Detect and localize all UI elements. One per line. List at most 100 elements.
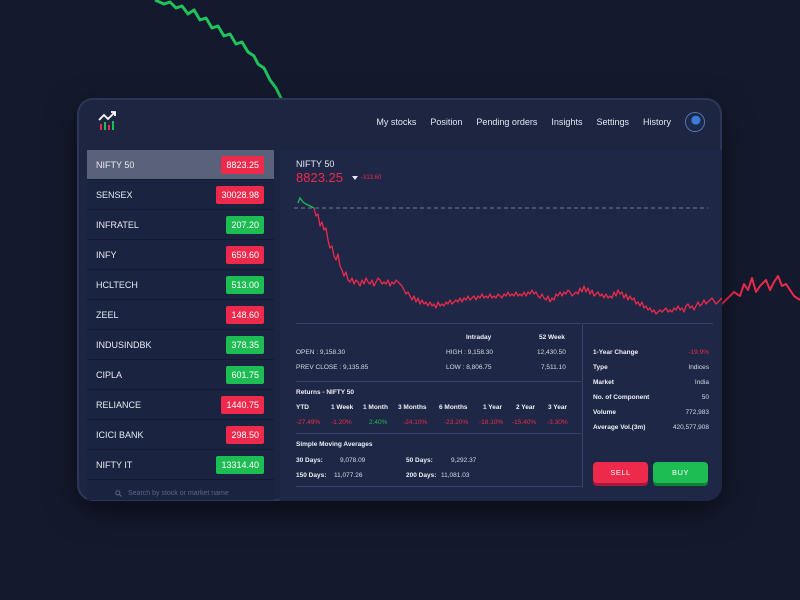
watchlist-item-price: 148.60 [226, 305, 264, 324]
returns-value: -1.20% [331, 419, 352, 426]
info-row: Volume 772,983 [593, 409, 709, 416]
info-key: 1-Year Change [593, 349, 639, 356]
user-avatar-icon[interactable] [686, 113, 704, 131]
price-chart[interactable] [280, 188, 722, 323]
low-value: LOW : 8,806.75 [446, 364, 492, 371]
watchlist-item-price: 1440.75 [221, 395, 264, 414]
buy-button[interactable]: BUY [653, 462, 708, 483]
price-change-value: -313.60 [361, 175, 382, 181]
week52-high-value: 12,430.50 [537, 349, 566, 356]
watchlist-item-infy[interactable]: INFY 659.60 [87, 240, 274, 270]
background-red-line [721, 275, 800, 305]
col-intraday-header: Intraday [466, 334, 492, 341]
watchlist-item-nifty-it[interactable]: NIFTY IT 13314.40 [87, 450, 274, 480]
col-52week-header: 52 Week [539, 334, 565, 341]
background-green-line [154, 0, 284, 101]
watchlist-item-indusindbk[interactable]: INDUSINDBK 378.35 [87, 330, 274, 360]
returns-period: 1 Year [483, 404, 503, 411]
sma-value: 9,078.09 [340, 457, 366, 464]
watchlist-item-infratel[interactable]: INFRATEL 207.20 [87, 210, 274, 240]
watchlist-item-sensex[interactable]: SENSEX 30028.98 [87, 180, 274, 210]
returns-value: -23.20% [444, 419, 469, 426]
instrument-price: 8823.25 [296, 170, 343, 185]
watchlist-item-name: INFRATEL [96, 219, 139, 230]
sma-title: Simple Moving Averages [296, 441, 373, 448]
returns-period: 3 Year [548, 404, 568, 411]
returns-period: 6 Months [439, 404, 468, 411]
week52-low-value: 7,511.10 [541, 364, 566, 371]
watchlist-item-name: INDUSINDBK [96, 339, 152, 350]
caret-down-icon [352, 176, 358, 180]
search-input[interactable]: Search by stock or market name [87, 480, 274, 501]
price-line-up [297, 196, 315, 209]
sma-label: 200 Days: [406, 472, 437, 479]
search-placeholder: Search by stock or market name [128, 489, 229, 497]
watchlist-item-name: NIFTY 50 [96, 159, 135, 170]
watchlist-item-price: 8823.25 [221, 155, 264, 174]
high-value: HIGH : 9,158.30 [446, 349, 493, 356]
info-panel: 1-Year Change -19.9% Type Indices Market In… [582, 323, 713, 488]
divider [296, 323, 581, 324]
info-value: 772,983 [685, 409, 710, 416]
watchlist-item-name: ZEEL [96, 309, 119, 320]
info-value: Indices [688, 364, 709, 371]
watchlist-item-reliance[interactable]: RELIANCE 1440.75 [87, 390, 274, 420]
info-row: Average Vol.(3m) 420,577,908 [593, 424, 709, 431]
divider [296, 433, 581, 434]
watchlist-item-name: INFY [96, 249, 117, 260]
returns-value: 2.40% [369, 419, 388, 426]
sma-value: 9,292.37 [451, 457, 477, 464]
open-value: OPEN : 9,158.30 [296, 349, 346, 356]
detail-panel: NIFTY 50 8823.25 -313.60 Intraday 52 Wee… [280, 150, 722, 501]
watchlist-item-name: ICICI BANK [96, 429, 144, 440]
divider [296, 381, 581, 382]
watchlist-item-price: 513.00 [226, 275, 264, 294]
watchlist-item-name: NIFTY IT [96, 459, 133, 470]
nav-history[interactable]: History [642, 117, 671, 127]
info-row: No. of Component 50 [593, 394, 709, 401]
nav-settings[interactable]: Settings [596, 117, 629, 127]
watchlist-item-zeel[interactable]: ZEEL 148.60 [87, 300, 274, 330]
returns-value: -3.30% [547, 419, 568, 426]
divider [296, 486, 581, 487]
returns-value: -24.10% [403, 419, 428, 426]
watchlist-item-price: 659.60 [226, 245, 264, 264]
stats-panel: Intraday 52 Week OPEN : 9,158.30 HIGH : … [296, 323, 581, 488]
returns-value: -27.49% [296, 419, 321, 426]
watchlist-item-cipla[interactable]: CIPLA 601.75 [87, 360, 274, 390]
watchlist-sidebar: NIFTY 50 8823.25 SENSEX 30028.98 INFRATE… [87, 150, 274, 500]
nav-my-stocks[interactable]: My stocks [376, 117, 417, 127]
watchlist-item-price: 207.20 [226, 215, 264, 234]
watchlist-item-price: 378.35 [226, 335, 264, 354]
returns-title: Returns - NIFTY 50 [296, 389, 355, 396]
search-icon [115, 489, 122, 497]
info-row: 1-Year Change -19.9% [593, 349, 709, 356]
info-key: Volume [593, 409, 616, 416]
nav-position[interactable]: Position [430, 117, 463, 127]
info-row: Type Indices [593, 364, 709, 371]
info-value: 50 [701, 394, 709, 401]
watchlist-item-hcltech[interactable]: HCLTECH 513.00 [87, 270, 274, 300]
nav-insights[interactable]: Insights [551, 117, 583, 127]
watchlist-item-name: RELIANCE [96, 399, 142, 410]
info-value: -19.9% [688, 349, 709, 356]
info-key: Type [593, 364, 608, 371]
sma-label: 50 Days: [406, 457, 433, 464]
top-bar: My stocks Position Pending orders Insigh… [77, 98, 722, 150]
price-change: -313.60 [352, 175, 381, 181]
watchlist-item-icici-bank[interactable]: ICICI BANK 298.50 [87, 420, 274, 450]
sma-value: 11,081.03 [441, 472, 470, 479]
price-line-down [313, 207, 722, 315]
prev-close-value: PREV CLOSE : 9,135.85 [296, 364, 369, 371]
watchlist-item-nifty-50[interactable]: NIFTY 50 8823.25 [87, 150, 274, 180]
sma-label: 30 Days: [296, 457, 323, 464]
returns-value: -18.10% [479, 419, 504, 426]
info-key: Average Vol.(3m) [593, 424, 646, 431]
main-nav: My stocks Position Pending orders Insigh… [369, 110, 704, 134]
chart-trend-icon[interactable] [97, 110, 119, 132]
returns-period: YTD [296, 404, 309, 411]
returns-period: 2 Year [516, 404, 536, 411]
sma-label: 150 Days: [296, 472, 327, 479]
nav-pending-orders[interactable]: Pending orders [476, 117, 538, 127]
sell-button[interactable]: SELL [593, 462, 648, 483]
